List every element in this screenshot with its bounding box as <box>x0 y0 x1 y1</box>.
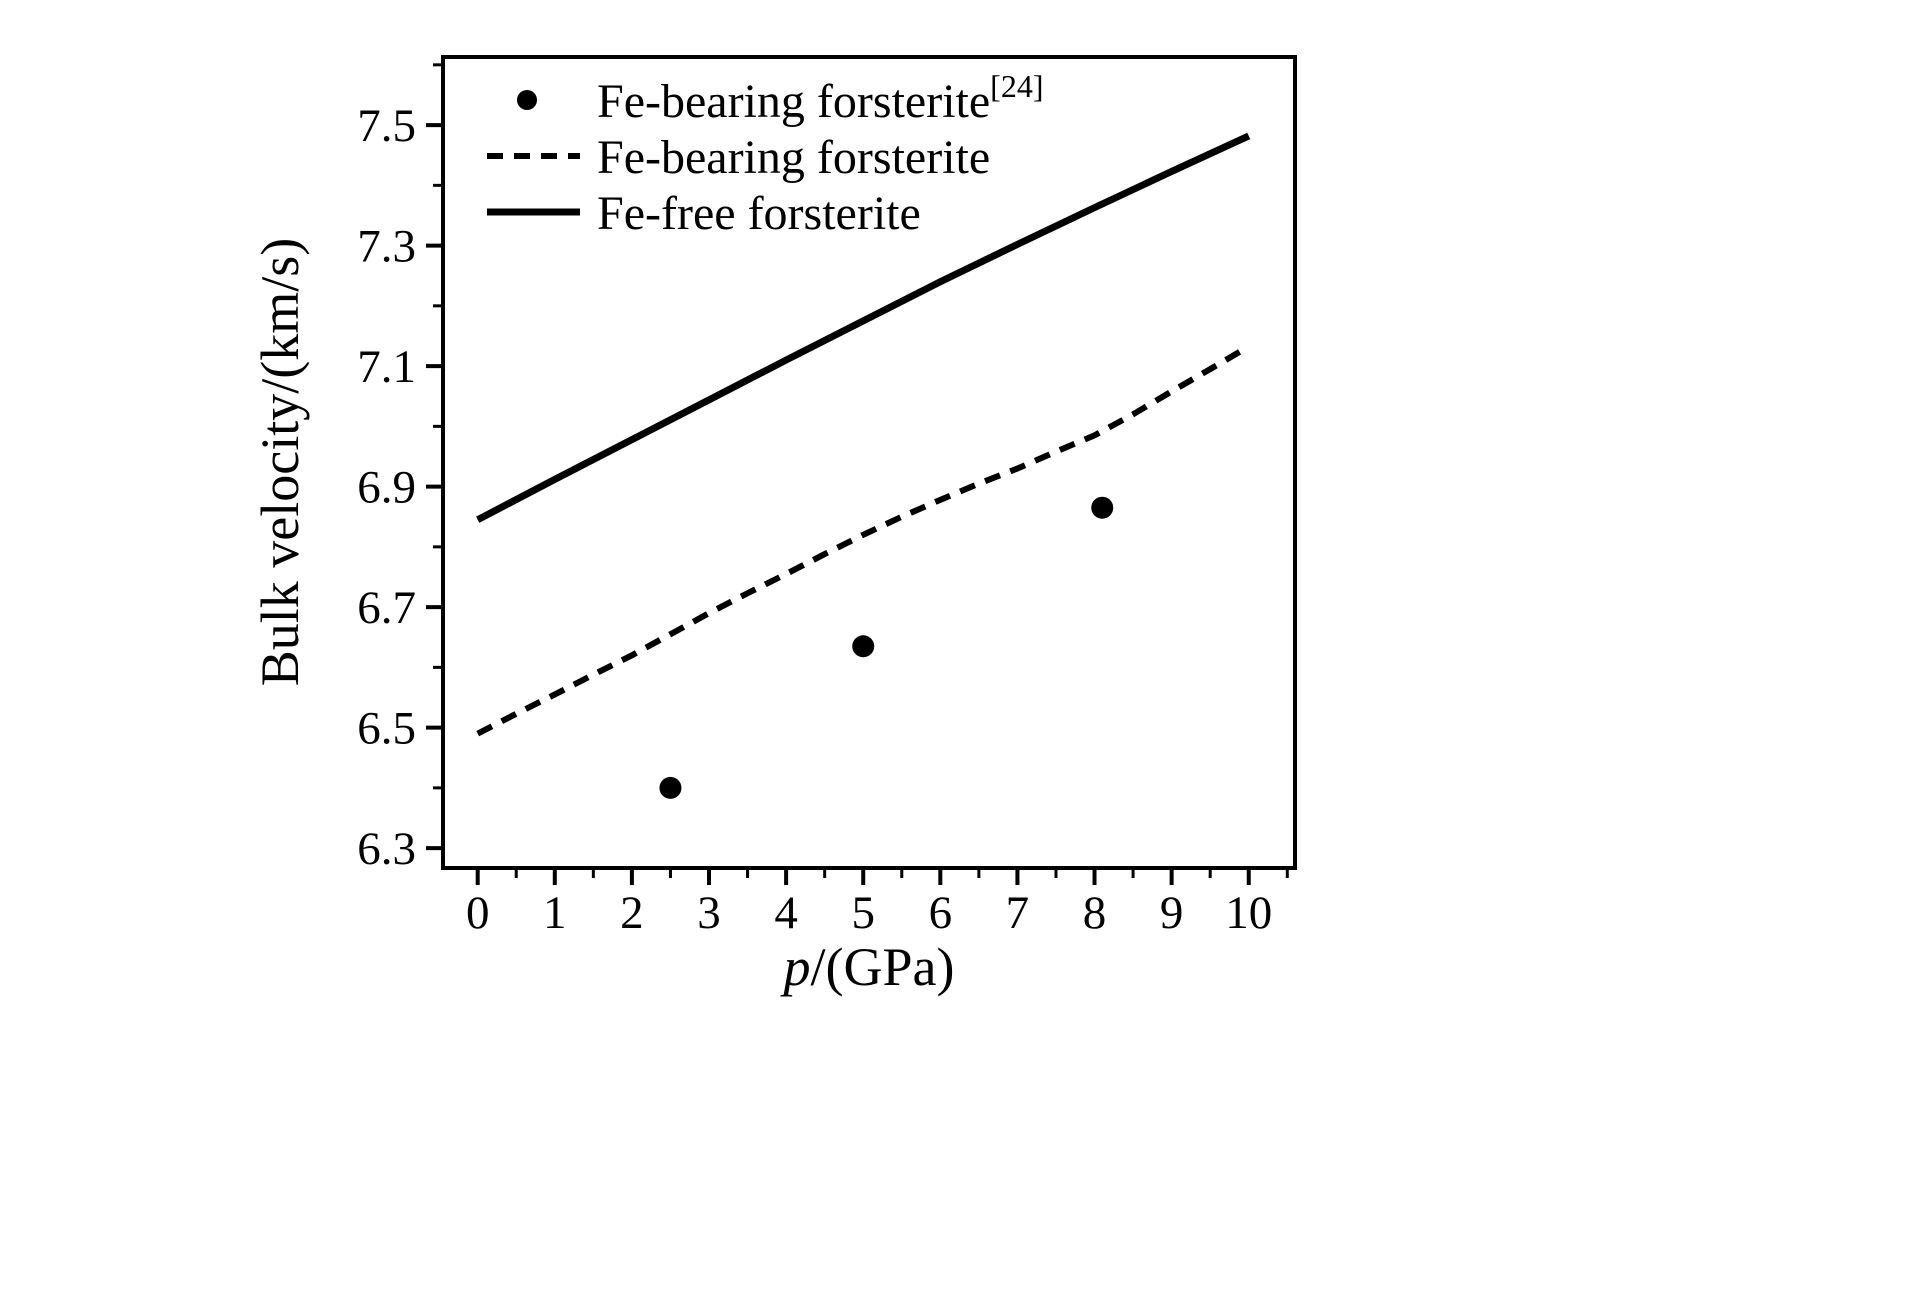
x-tick-label: 1 <box>543 887 567 939</box>
legend: Fe-bearing forsterite[24] Fe-bearing for… <box>487 68 1043 240</box>
scatter-data-point <box>852 635 875 658</box>
y-axis-label: Bulk velocity/(km/s) <box>250 238 310 686</box>
x-tick-label: 5 <box>851 887 875 939</box>
x-tick-label: 0 <box>466 887 490 939</box>
x-tick-label: 3 <box>697 887 721 939</box>
y-tick-label: 7.1 <box>357 341 416 393</box>
x-tick-label: 9 <box>1160 887 1184 939</box>
x-tick-label: 7 <box>1006 887 1030 939</box>
y-tick-label: 6.7 <box>357 582 416 634</box>
x-axis-label: p/(GPa) <box>780 937 955 997</box>
x-axis-label-symbol: p <box>780 937 811 997</box>
y-tick-label: 6.5 <box>357 703 416 755</box>
scatter-data-point <box>1091 496 1114 519</box>
x-tick-label: 10 <box>1225 887 1272 939</box>
x-tick-label: 2 <box>620 887 644 939</box>
x-tick-label: 4 <box>774 887 798 939</box>
y-tick-label: 7.3 <box>357 221 416 273</box>
y-tick-label: 6.9 <box>357 462 416 514</box>
y-tick-label: 7.5 <box>357 100 416 152</box>
x-tick-label: 8 <box>1083 887 1107 939</box>
series-dashed-line <box>476 348 1243 737</box>
x-axis-label-units: /(GPa) <box>811 937 955 997</box>
scatter-data-point <box>659 776 682 799</box>
legend-label-fe-bearing: Fe-bearing forsterite <box>597 131 990 184</box>
legend-label-fe-bearing-ref: Fe-bearing forsterite[24] <box>597 68 1043 128</box>
x-tick-label: 6 <box>929 887 953 939</box>
series-solid-line <box>476 132 1251 523</box>
y-tick-label: 6.3 <box>357 823 416 875</box>
legend-label-text: Fe-bearing forsterite <box>597 75 990 128</box>
legend-label-sup: [24] <box>990 68 1043 104</box>
legend-label-fe-free: Fe-free forsterite <box>597 187 921 240</box>
legend-marker-dot-icon <box>517 90 537 110</box>
plot-frame <box>441 55 1297 870</box>
plot-area: 0 1 2 3 4 5 6 7 8 9 10 6.3 6.5 6.7 6.9 7.1 7.3 7.5 <box>357 55 1297 939</box>
